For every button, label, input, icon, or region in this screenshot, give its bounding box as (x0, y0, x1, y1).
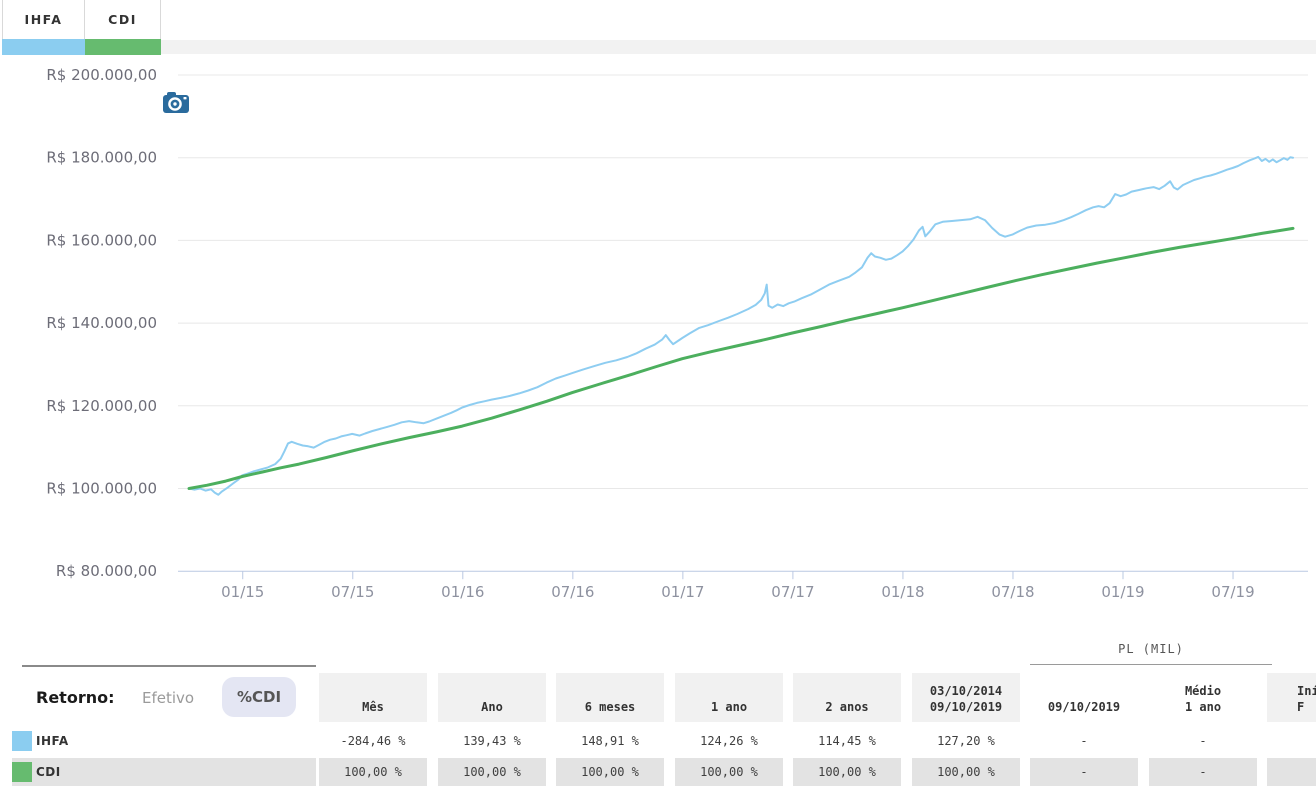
tab-cdi-label: CDI (108, 12, 137, 27)
y-axis-label: R$ 140.000,00 (46, 314, 157, 332)
table-cell-ihfa-8: - (1199, 734, 1207, 748)
x-axis-label: 07/18 (991, 583, 1034, 601)
table-cell-cdi-1: 100,00 % (319, 758, 427, 786)
camera-button[interactable] (162, 91, 190, 116)
y-axis-label: R$ 160.000,00 (46, 231, 157, 249)
column-header-9: Iní F (1267, 673, 1316, 722)
column-header-2: Ano (438, 673, 546, 722)
x-axis-label: 07/15 (331, 583, 374, 601)
retorno-option-pcdi-label: %CDI (237, 688, 282, 706)
tab-cdi[interactable]: CDI (85, 0, 161, 39)
pl-mil-group-header: PL (MIL) (1118, 642, 1184, 656)
pl-mil-underline (1030, 664, 1272, 665)
ihfa-swatch-icon (12, 731, 32, 751)
column-header-5: 2 anos (793, 673, 901, 722)
retorno-label: Retorno: (36, 688, 115, 707)
column-header-6: 03/10/2014 09/10/2019 (912, 673, 1020, 722)
camera-icon (163, 92, 189, 113)
table-cell-cdi-9 (1267, 758, 1316, 786)
series-row-cdi[interactable]: CDI (12, 758, 316, 786)
y-axis-label: R$ 80.000,00 (56, 562, 157, 580)
legend-strip (161, 40, 1316, 54)
y-axis-label: R$ 180.000,00 (46, 149, 157, 167)
table-cell-cdi-8: - (1149, 758, 1257, 786)
ihfa-line (188, 155, 1294, 496)
chart-canvas[interactable]: R$ 200.000,00 R$ 180.000,00 R$ 160.000,00 R… (0, 0, 1316, 640)
column-header-7: 09/10/2019 (1047, 700, 1121, 714)
series-row-name: CDI (36, 765, 61, 779)
retorno-top-border (22, 665, 316, 667)
column-header-4: 1 ano (675, 673, 783, 722)
table-cell-ihfa-6: 127,20 % (937, 734, 995, 748)
x-axis-label: 01/15 (221, 583, 264, 601)
retorno-option-pcdi[interactable]: %CDI (222, 677, 297, 717)
cdi-line (187, 226, 1295, 490)
y-axis-label: R$ 200.000,00 (46, 66, 157, 84)
x-axis-label: 07/17 (771, 583, 814, 601)
table-cell-cdi-7: - (1030, 758, 1138, 786)
table-cell-ihfa-5: 114,45 % (818, 734, 876, 748)
x-axis-label: 01/16 (441, 583, 484, 601)
column-header-8: Médio 1 ano (1184, 684, 1222, 714)
table-cell-ihfa-7: - (1080, 734, 1088, 748)
cdi-swatch-icon (12, 762, 32, 782)
y-axis-label: R$ 120.000,00 (46, 397, 157, 415)
table-cell-ihfa-3: 148,91 % (581, 734, 639, 748)
x-axis-label: 01/18 (881, 583, 924, 601)
retorno-option-efetivo[interactable]: Efetivo (142, 689, 195, 707)
table-cell-ihfa-2: 139,43 % (463, 734, 521, 748)
ihfa-legend-color-bar (2, 39, 85, 55)
x-axis-label: 01/17 (661, 583, 704, 601)
table-cell-cdi-2: 100,00 % (438, 758, 546, 786)
table-cell-ihfa-4: 124,26 % (700, 734, 758, 748)
table-cell-cdi-3: 100,00 % (556, 758, 664, 786)
series-row-ihfa[interactable]: IHFA (12, 726, 316, 756)
table-cell-cdi-6: 100,00 % (912, 758, 1020, 786)
x-axis-label: 01/19 (1101, 583, 1144, 601)
tab-ihfa[interactable]: IHFA (2, 0, 85, 39)
x-axis-label: 07/16 (551, 583, 594, 601)
table-cell-ihfa-9 (1267, 726, 1316, 756)
table-cell-cdi-5: 100,00 % (793, 758, 901, 786)
x-axis-label: 07/19 (1211, 583, 1254, 601)
column-header-3: 6 meses (556, 673, 664, 722)
cdi-legend-color-bar (85, 39, 161, 55)
y-axis-label: R$ 100.000,00 (46, 480, 157, 498)
table-cell-cdi-4: 100,00 % (675, 758, 783, 786)
series-row-name: IHFA (36, 734, 69, 748)
column-header-1: Mês (319, 673, 427, 722)
tab-ihfa-label: IHFA (24, 12, 63, 27)
table-cell-ihfa-1: -284,46 % (340, 734, 406, 748)
